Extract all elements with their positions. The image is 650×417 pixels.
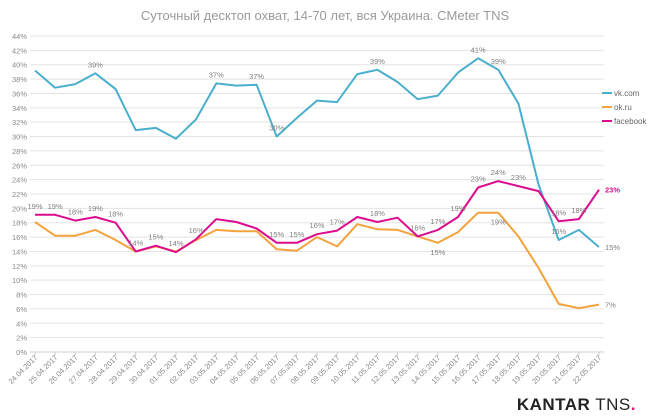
y-tick-label: 28% bbox=[12, 147, 27, 156]
legend-label: vk.com bbox=[614, 89, 640, 98]
data-label: 19% bbox=[48, 202, 63, 211]
data-label: 18% bbox=[551, 208, 566, 217]
data-label: 39% bbox=[491, 57, 506, 66]
kantar-tns-logo: KANTAR TNS. bbox=[516, 395, 636, 414]
y-tick-label: 36% bbox=[12, 89, 27, 98]
chart-title: Суточный десктоп охват, 14-70 лет, вся У… bbox=[140, 8, 510, 23]
data-label: 15% bbox=[289, 230, 304, 239]
y-tick-label: 0% bbox=[16, 348, 27, 357]
data-label: 15% bbox=[269, 230, 284, 239]
data-label: 23% bbox=[605, 186, 620, 195]
y-tick-label: 22% bbox=[12, 190, 27, 199]
legend-label: facebook bbox=[614, 117, 647, 126]
data-label: 7% bbox=[605, 301, 616, 310]
y-tick-label: 18% bbox=[12, 219, 27, 228]
y-tick-label: 24% bbox=[12, 176, 27, 185]
series-line-facebook bbox=[35, 180, 600, 254]
data-label: 19% bbox=[88, 204, 103, 213]
data-label: 37% bbox=[209, 70, 224, 79]
series-line-vk-com bbox=[34, 57, 600, 248]
data-label: 15% bbox=[148, 233, 163, 242]
data-label: 17% bbox=[330, 218, 345, 227]
legend-label: ok.ru bbox=[614, 103, 632, 112]
data-label: 17% bbox=[430, 217, 445, 226]
data-label: 14% bbox=[168, 239, 183, 248]
data-label: 19% bbox=[27, 202, 42, 211]
y-tick-label: 2% bbox=[16, 334, 27, 343]
data-label: 16% bbox=[410, 223, 425, 232]
data-label: 19% bbox=[491, 218, 506, 227]
data-label: 18% bbox=[571, 206, 586, 215]
data-label: 18% bbox=[108, 210, 123, 219]
data-label: 18% bbox=[370, 209, 385, 218]
y-tick-label: 12% bbox=[12, 262, 27, 271]
y-tick-label: 42% bbox=[12, 46, 27, 55]
y-tick-label: 44% bbox=[12, 32, 27, 41]
data-label: 37% bbox=[249, 72, 264, 81]
data-label: 39% bbox=[88, 60, 103, 69]
data-label: 18% bbox=[68, 208, 83, 217]
y-tick-label: 20% bbox=[12, 204, 27, 213]
data-label: 15% bbox=[605, 243, 620, 252]
data-label: 16% bbox=[189, 226, 204, 235]
y-tick-label: 40% bbox=[12, 61, 27, 70]
y-tick-label: 38% bbox=[12, 75, 27, 84]
data-label: 23% bbox=[511, 173, 526, 182]
y-tick-label: 32% bbox=[12, 118, 27, 127]
y-tick-label: 8% bbox=[16, 291, 27, 300]
data-label: 16% bbox=[309, 221, 324, 230]
data-label: 41% bbox=[471, 45, 486, 54]
data-label: 16% bbox=[551, 227, 566, 236]
y-tick-label: 14% bbox=[12, 247, 27, 256]
data-label: 15% bbox=[430, 248, 445, 257]
data-label: 19% bbox=[450, 204, 465, 213]
data-label: 39% bbox=[370, 57, 385, 66]
y-tick-label: 16% bbox=[12, 233, 27, 242]
y-tick-label: 34% bbox=[12, 104, 27, 113]
series-line-ok-ru bbox=[34, 211, 600, 310]
data-label: 24% bbox=[491, 168, 506, 177]
data-label: 23% bbox=[471, 175, 486, 184]
y-tick-label: 10% bbox=[12, 276, 27, 285]
y-tick-label: 4% bbox=[16, 319, 27, 328]
y-tick-label: 30% bbox=[12, 133, 27, 142]
y-tick-label: 6% bbox=[16, 305, 27, 314]
data-label: 14% bbox=[128, 238, 143, 247]
y-tick-label: 26% bbox=[12, 161, 27, 170]
data-label: 30% bbox=[269, 124, 284, 133]
